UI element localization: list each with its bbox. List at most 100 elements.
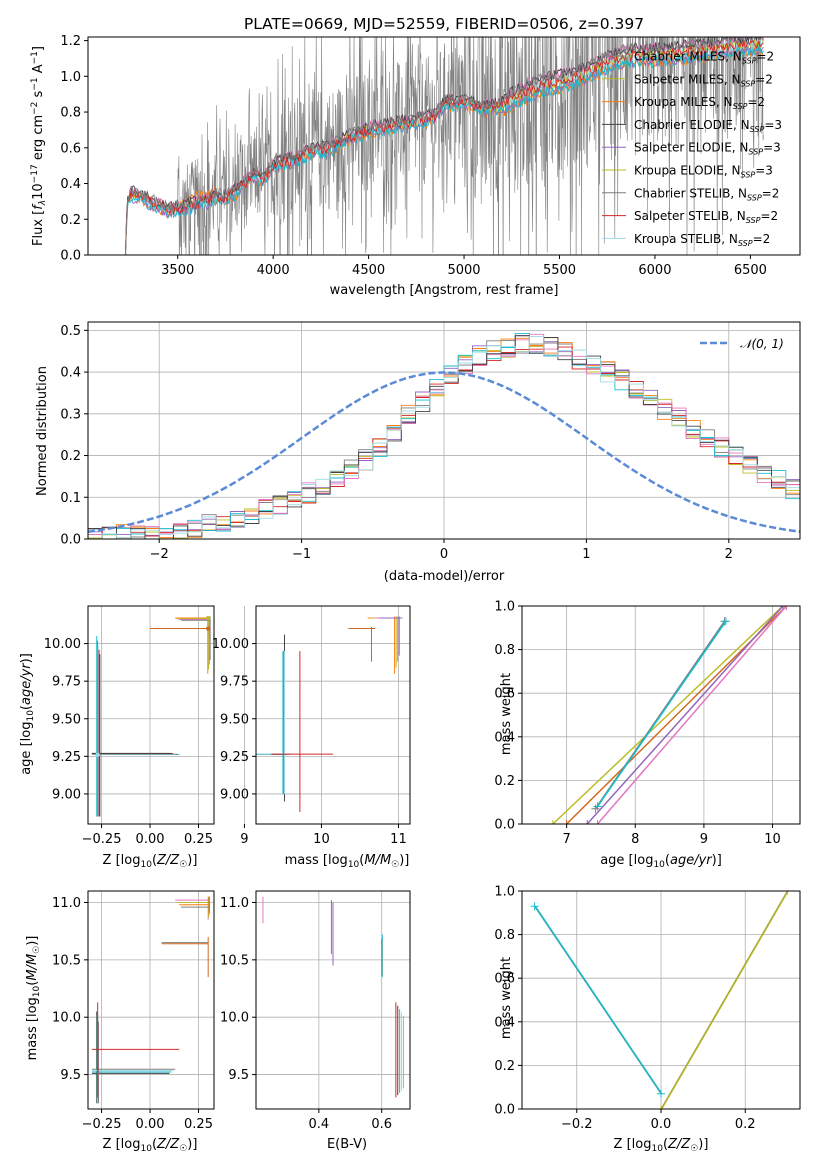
spectrum-ylabel: Flux [fλ10−17 erg cm−2 s−1 A−1] xyxy=(30,46,48,246)
p-ageZ-ytick-label: 9.00 xyxy=(52,787,81,802)
p-wAge-frame xyxy=(521,605,801,825)
p-wAge-ytick-label: 0.0 xyxy=(494,818,515,833)
p-wAge-ytick-label: 0.6 xyxy=(494,687,515,702)
p-wAge-ytick-label: 0.4 xyxy=(494,730,515,745)
p-ageZ-ytick-label: 10.00 xyxy=(44,637,81,652)
mass-vs-EBV-xlabel: E(B-V) xyxy=(327,1137,367,1152)
p-mZ-ytick-label: 10.0 xyxy=(52,1011,81,1026)
residual-xtick-label: −1 xyxy=(292,547,311,562)
spectrum-xtick-label: 4000 xyxy=(257,263,290,278)
weight-Z-series-0-2 xyxy=(535,905,663,1095)
weight-age-marker xyxy=(548,820,557,824)
spectrum-legend: Chabrier MILES, NSSP=2 Salpeter MILES, NS… xyxy=(602,50,782,248)
residual-histograms xyxy=(88,332,800,539)
weight-vs-Z-xlabel: Z [log10(Z/Z☉)] xyxy=(614,1137,709,1154)
residual-xlabel: (data-model)/error xyxy=(384,569,505,584)
p-ageZ-ytick-label: 9.50 xyxy=(52,712,81,727)
ageZ-point-oldest xyxy=(205,615,211,621)
mass-vs-extinction-panel: 0.4 0.6 9.5 10.0 10.5 11.0 xyxy=(220,890,411,1132)
weight-vs-age-ylabel: mass weight xyxy=(499,673,514,755)
p-mZ-ytick-label: 9.5 xyxy=(60,1068,81,1083)
p-wZ-ytick-label: 1.0 xyxy=(494,885,515,900)
spectrum-panel: 3500 4000 4500 5000 5500 6000 6500 0.0 0.2 0.4 0.6… xyxy=(30,34,801,298)
p-mZ-frame xyxy=(87,890,215,1110)
spectrum-ytick-label: 0.6 xyxy=(60,141,81,156)
p-mZ-marks xyxy=(91,896,211,1104)
p-ageM-frame xyxy=(255,605,411,825)
spectrum-xtick-label: 6000 xyxy=(638,263,671,278)
residual-legend: 𝒩(0, 1) xyxy=(700,337,784,351)
weight-age-series-0 xyxy=(552,606,784,824)
p-wAge-xtick-label: 10 xyxy=(764,832,781,847)
p-ageM-xtick-label: 9 xyxy=(240,832,248,847)
p-mE-marks xyxy=(262,896,404,1098)
p-mZ-xtick-label: −0.25 xyxy=(82,1117,122,1132)
p-wAge-xtick-label: 8 xyxy=(631,832,639,847)
weight-age-marker xyxy=(778,606,787,610)
p-wZ-ytick-label: 0.6 xyxy=(494,972,515,987)
p-ageM-xtick-label: 11 xyxy=(390,832,407,847)
gaussian-curve xyxy=(88,371,800,533)
spectrum-ytick-label: 0.8 xyxy=(60,106,81,121)
p-ageZ-marks xyxy=(91,615,211,817)
weight-Z-marker xyxy=(530,902,539,911)
spectrum-ticks: 3500 4000 4500 5000 5500 6000 6500 0.0 0.2 0.4 0.6… xyxy=(60,34,767,278)
spectrum-xtick-label: 4500 xyxy=(352,263,385,278)
p-wZ-xtick-label: 0.0 xyxy=(651,1117,672,1132)
spectrum-ytick-label: 0.0 xyxy=(60,249,81,264)
legend-label-3: Chabrier ELODIE, NSSP=3 xyxy=(634,118,782,134)
spectrum-ytick-label: 1.2 xyxy=(60,34,81,49)
residual-xtick-label: 2 xyxy=(725,547,733,562)
age-vs-Z-ylabel: age [log10(age/yr)] xyxy=(19,653,36,775)
residual-plot-area xyxy=(88,322,800,540)
residual-histogram-8 xyxy=(88,336,800,539)
residual-xtick-label: 0 xyxy=(440,547,448,562)
legend-label-1: Salpeter MILES, NSSP=2 xyxy=(634,72,773,88)
residual-ytick-label: 0.0 xyxy=(60,533,81,548)
p-wZ-ytick-label: 0.2 xyxy=(494,1059,515,1074)
weight-Z-marker xyxy=(657,1105,665,1109)
legend-label-0: Chabrier MILES, NSSP=2 xyxy=(634,50,774,66)
residual-ticks: −2 −1 0 1 2 0.0 0.1 0.2 0.3 0.4 0.5 xyxy=(60,324,733,562)
p-wAge-xtick-label: 9 xyxy=(700,832,708,847)
p-wAge-marks xyxy=(548,606,791,824)
legend-label-4: Salpeter ELODIE, NSSP=3 xyxy=(634,141,781,157)
weight-age-marker xyxy=(562,820,571,824)
spectrum-ytick-label: 0.4 xyxy=(60,177,81,192)
legend-label-2: Kroupa MILES, NSSP=2 xyxy=(634,95,765,111)
age-vs-metallicity-panel: −0.25 0.00 0.25 9.00 9.25 9.50 9.75 10.00 xyxy=(44,605,215,847)
spectrum-ytick-label: 1.0 xyxy=(60,70,81,85)
age-vs-mass-panel: 9 10 11 9.00 9.25 9.50 9.75 10.00 xyxy=(212,605,411,847)
weight-vs-Z-ylabel: mass weight xyxy=(499,957,514,1039)
weight-age-marker xyxy=(721,617,730,626)
p-ageM-ytick-label: 9.00 xyxy=(220,787,249,802)
p-mE-ytick-label: 9.5 xyxy=(228,1068,249,1083)
residual-ytick-label: 0.4 xyxy=(60,366,81,381)
figure-title: PLATE=0669, MJD=52559, FIBERID=0506, z=0… xyxy=(244,15,644,33)
p-ageM-ytick-label: 10.00 xyxy=(212,637,249,652)
spectrum-xlabel: wavelength [Angstrom, rest frame] xyxy=(330,283,559,298)
spectrum-xtick-label: 3500 xyxy=(161,263,194,278)
mass-vs-Z-ylabel: mass [log10(M/M☉)] xyxy=(25,936,42,1061)
mass-vs-Z-xlabel: Z [log10(Z/Z☉)] xyxy=(103,1137,198,1154)
residual-ytick-label: 0.2 xyxy=(60,449,81,464)
p-wZ-ytick-label: 0.4 xyxy=(494,1015,515,1030)
p-wAge-xtick-label: 7 xyxy=(562,832,570,847)
weight-Z-marker xyxy=(783,891,792,895)
weight-Z-series-1-2 xyxy=(661,891,789,1109)
model-spectrum-line-8 xyxy=(124,37,764,255)
p-ageM-ytick-label: 9.25 xyxy=(220,750,249,765)
ageZ-point-old xyxy=(205,626,211,631)
residual-ytick-label: 0.3 xyxy=(60,407,81,422)
residual-xtick-label: −2 xyxy=(150,547,169,562)
p-ageZ-frame xyxy=(87,605,215,825)
legend-label-8: Kroupa STELIB, NSSP=2 xyxy=(634,232,770,248)
weight-vs-age-xlabel: age [log10(age/yr)] xyxy=(600,853,722,870)
p-wZ-xtick-label: −0.2 xyxy=(561,1117,593,1132)
spectrum-ytick-label: 0.2 xyxy=(60,213,81,228)
spectrum-xtick-label: 6500 xyxy=(734,263,767,278)
p-wAge-ytick-label: 0.8 xyxy=(494,643,515,658)
p-wAge-ytick-label: 1.0 xyxy=(494,600,515,615)
spectrum-axes-frame xyxy=(87,36,801,256)
p-mE-xtick-label: 0.4 xyxy=(309,1117,330,1132)
